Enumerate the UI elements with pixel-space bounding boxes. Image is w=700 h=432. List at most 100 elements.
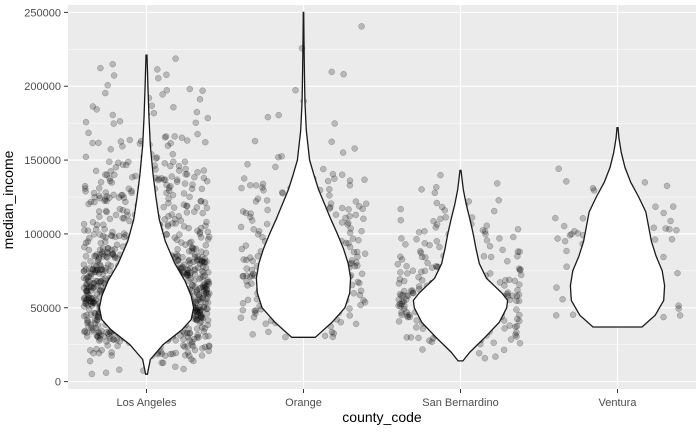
data-point: [188, 238, 195, 246]
data-point: [102, 207, 110, 215]
data-point: [192, 312, 199, 320]
data-point: [189, 338, 196, 346]
data-point: [109, 228, 116, 236]
data-point: [490, 207, 498, 215]
data-point: [90, 299, 97, 306]
data-point: [197, 234, 205, 241]
data-point: [356, 291, 364, 299]
y-tick-label: 150000: [24, 155, 61, 167]
data-point: [418, 268, 425, 276]
data-point: [193, 108, 201, 116]
data-point: [104, 342, 111, 349]
data-point: [421, 228, 428, 235]
data-point: [422, 254, 429, 261]
data-point: [193, 325, 201, 332]
data-point: [400, 305, 408, 313]
data-point: [81, 185, 89, 192]
data-point: [81, 328, 88, 336]
data-point: [248, 266, 256, 274]
data-point: [90, 294, 97, 302]
data-point: [89, 218, 97, 226]
data-point: [170, 103, 177, 111]
data-point: [249, 331, 256, 338]
data-point: [191, 251, 199, 258]
data-point: [94, 258, 102, 265]
data-point: [352, 211, 360, 219]
data-point: [194, 290, 201, 297]
data-point: [165, 213, 172, 220]
data-point: [433, 183, 440, 191]
data-point: [190, 258, 197, 266]
data-point: [418, 186, 425, 193]
data-point: [205, 342, 213, 349]
data-point: [185, 352, 193, 359]
data-point: [183, 209, 191, 216]
data-point: [93, 290, 101, 298]
data-point: [97, 278, 105, 285]
data-point: [560, 222, 568, 230]
y-tick-label: 100000: [24, 229, 61, 241]
data-point: [92, 253, 99, 260]
data-point: [667, 217, 674, 225]
data-point: [200, 281, 207, 289]
data-point: [158, 359, 165, 367]
data-point: [196, 319, 204, 326]
data-point: [198, 258, 205, 265]
data-point: [198, 284, 205, 291]
data-point: [179, 253, 186, 261]
data-point: [89, 280, 97, 287]
data-point: [152, 155, 160, 162]
data-point: [84, 302, 92, 309]
data-point: [346, 177, 354, 184]
data-point: [99, 245, 107, 252]
data-point: [85, 273, 92, 280]
data-point: [571, 227, 578, 235]
data-point: [191, 208, 198, 215]
data-point: [106, 267, 113, 274]
data-point: [398, 311, 405, 319]
data-point: [89, 266, 97, 273]
data-point: [120, 194, 128, 201]
data-point: [86, 278, 93, 286]
data-point: [406, 311, 413, 319]
data-point: [164, 222, 172, 230]
data-point: [113, 241, 121, 249]
data-point: [250, 226, 257, 233]
data-point: [202, 264, 210, 271]
data-point: [651, 236, 659, 243]
data-point: [259, 184, 266, 191]
data-point: [173, 236, 181, 244]
data-point: [237, 223, 245, 231]
data-point: [197, 224, 205, 232]
data-point: [181, 270, 189, 277]
data-point: [101, 197, 108, 205]
data-point: [242, 209, 250, 217]
data-point: [191, 270, 199, 278]
data-point: [202, 299, 209, 307]
data-point: [249, 270, 257, 278]
data-point: [98, 327, 105, 335]
data-point: [128, 187, 135, 195]
data-point: [344, 219, 352, 227]
data-point: [204, 305, 211, 313]
data-point: [102, 195, 109, 203]
data-point: [193, 334, 201, 341]
data-point: [114, 342, 121, 350]
data-point: [496, 279, 504, 286]
data-point: [86, 357, 94, 365]
data-point: [193, 288, 201, 296]
data-point: [117, 138, 125, 145]
data-point: [514, 252, 521, 260]
data-point: [197, 198, 205, 205]
data-point: [479, 227, 487, 234]
data-point: [326, 185, 333, 193]
data-point: [87, 272, 94, 280]
data-point: [204, 290, 211, 297]
data-point: [239, 306, 247, 314]
data-point: [482, 230, 489, 238]
data-point: [349, 235, 357, 242]
data-point: [92, 226, 100, 233]
data-point: [110, 191, 117, 199]
data-point: [123, 208, 131, 215]
data-point: [254, 195, 262, 202]
